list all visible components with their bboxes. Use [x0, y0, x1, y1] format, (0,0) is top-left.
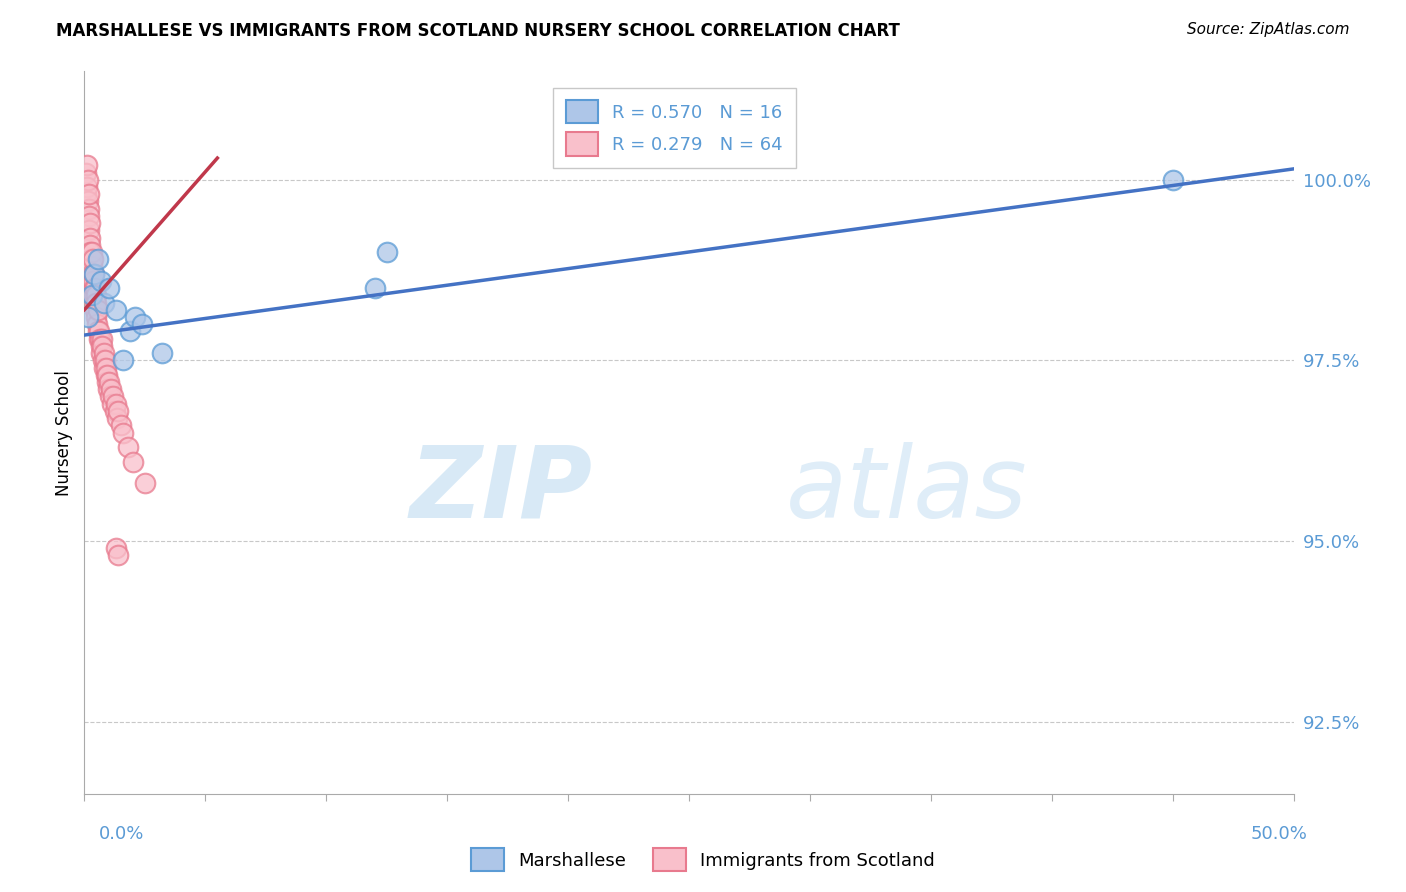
Point	[93, 295, 115, 310]
Point	[104, 397, 127, 411]
Text: MARSHALLESE VS IMMIGRANTS FROM SCOTLAND NURSERY SCHOOL CORRELATION CHART: MARSHALLESE VS IMMIGRANTS FROM SCOTLAND …	[56, 22, 900, 40]
Point	[86, 318, 108, 332]
Text: 50.0%: 50.0%	[1251, 825, 1308, 843]
Point	[89, 332, 111, 346]
Point	[86, 252, 108, 267]
Point	[96, 368, 118, 382]
Point	[79, 216, 101, 230]
Point	[76, 180, 98, 194]
Point	[121, 454, 143, 468]
Point	[82, 252, 104, 267]
Legend: Marshallese, Immigrants from Scotland: Marshallese, Immigrants from Scotland	[464, 841, 942, 879]
Point	[100, 382, 122, 396]
Point	[93, 360, 115, 375]
Point	[77, 202, 100, 216]
Point	[76, 158, 98, 172]
Point	[84, 302, 107, 317]
Point	[90, 274, 112, 288]
Point	[107, 404, 129, 418]
Point	[97, 281, 120, 295]
Point	[83, 288, 105, 302]
Point	[86, 302, 108, 317]
Point	[77, 209, 100, 223]
Point	[86, 295, 108, 310]
Point	[91, 353, 114, 368]
Point	[84, 288, 107, 302]
Point	[94, 368, 117, 382]
Point	[112, 353, 135, 368]
Point	[80, 245, 103, 260]
Point	[87, 325, 110, 339]
Text: Source: ZipAtlas.com: Source: ZipAtlas.com	[1187, 22, 1350, 37]
Point	[82, 274, 104, 288]
Point	[103, 390, 125, 404]
Point	[112, 425, 135, 440]
Point	[363, 281, 385, 295]
Point	[77, 187, 100, 202]
Point	[93, 346, 115, 360]
Point	[110, 418, 132, 433]
Point	[90, 339, 112, 353]
Point	[124, 310, 146, 324]
Point	[90, 346, 112, 360]
Point	[86, 310, 108, 324]
Point	[90, 332, 112, 346]
Point	[375, 245, 398, 260]
Point	[97, 382, 120, 396]
Point	[77, 223, 100, 237]
Legend: R = 0.570   N = 16, R = 0.279   N = 64: R = 0.570 N = 16, R = 0.279 N = 64	[553, 87, 796, 169]
Y-axis label: Nursery School: Nursery School	[55, 369, 73, 496]
Point	[80, 260, 103, 274]
Point	[94, 360, 117, 375]
Point	[83, 267, 105, 281]
Point	[96, 375, 118, 389]
Point	[79, 245, 101, 260]
Point	[77, 194, 100, 209]
Point	[77, 310, 100, 324]
Point	[75, 187, 97, 202]
Point	[97, 375, 120, 389]
Point	[98, 390, 121, 404]
Point	[79, 230, 101, 244]
Point	[80, 252, 103, 267]
Point	[75, 165, 97, 179]
Point	[91, 339, 114, 353]
Point	[82, 267, 104, 281]
Point	[77, 173, 100, 187]
Text: atlas: atlas	[786, 442, 1028, 539]
Point	[101, 397, 124, 411]
Point	[104, 302, 127, 317]
Point	[83, 267, 105, 281]
Point	[104, 541, 127, 556]
Point	[104, 404, 127, 418]
Point	[80, 288, 103, 302]
Text: ZIP: ZIP	[409, 442, 592, 539]
Point	[94, 353, 117, 368]
Point	[79, 237, 101, 252]
Point	[83, 295, 105, 310]
Point	[89, 325, 111, 339]
Point	[120, 325, 142, 339]
Point	[87, 332, 110, 346]
Point	[131, 318, 153, 332]
Point	[1161, 173, 1184, 187]
Point	[84, 281, 107, 295]
Point	[105, 411, 128, 425]
Text: 0.0%: 0.0%	[98, 825, 143, 843]
Point	[117, 440, 139, 454]
Point	[83, 281, 105, 295]
Point	[107, 549, 129, 563]
Point	[134, 476, 156, 491]
Point	[150, 346, 173, 360]
